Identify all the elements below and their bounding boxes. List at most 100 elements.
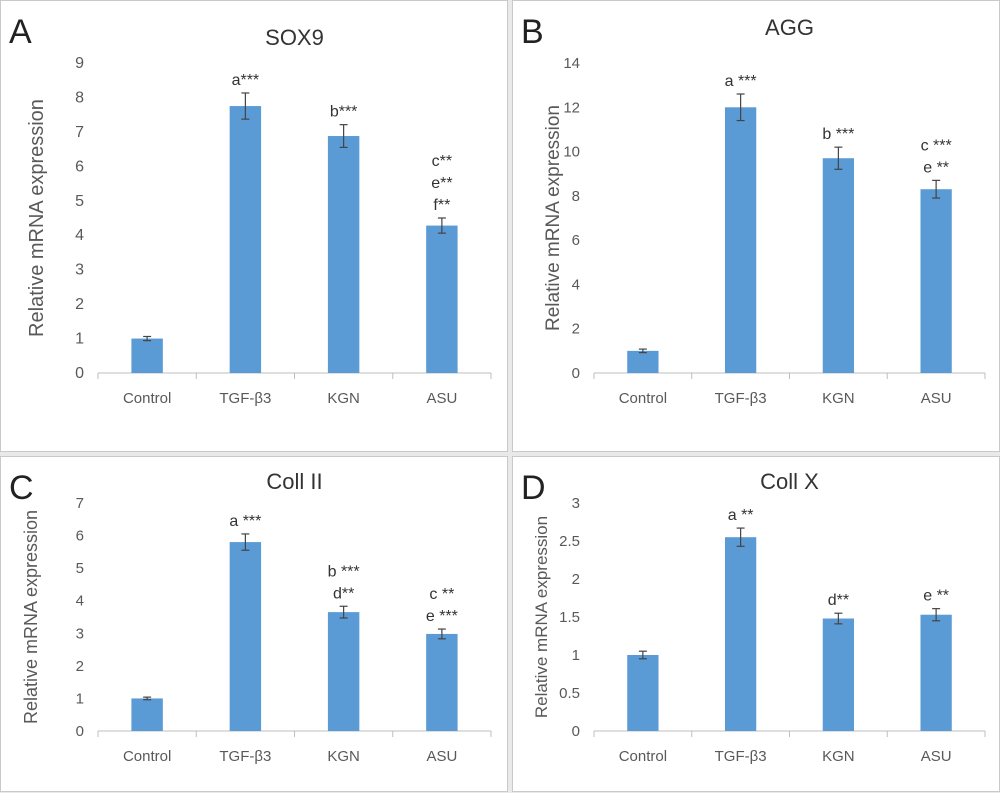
chart-coll-x: Coll X Relative mRNA expression 0 0.5 1 1.5 2 2…	[532, 469, 986, 765]
y-tick-label: 6	[76, 528, 84, 545]
significance-label: d**	[333, 585, 354, 602]
significance-label: a ***	[229, 513, 261, 530]
significance-label: d**	[828, 592, 849, 609]
bar	[327, 136, 360, 373]
chart-title: Coll II	[266, 469, 322, 494]
x-tick-label: TGF-β3	[219, 748, 271, 765]
x-tick-label: KGN	[822, 390, 855, 407]
x-tick-label: KGN	[327, 748, 360, 765]
y-tick-label: 5	[75, 193, 84, 210]
x-tick-label: Control	[619, 748, 667, 765]
significance-label: e **	[923, 588, 949, 605]
significance-label: c**	[432, 153, 452, 170]
x-tick-label: KGN	[822, 748, 855, 765]
y-tick-label: 0	[75, 365, 84, 382]
bar	[627, 655, 659, 731]
y-tick-label: 0	[572, 365, 580, 382]
significance-label: b ***	[822, 126, 854, 143]
y-tick-label: 4	[76, 593, 84, 610]
bar	[229, 106, 262, 374]
bar	[920, 189, 952, 373]
significance-label: c ***	[921, 137, 952, 154]
y-tick-label: 2	[76, 658, 84, 675]
panel-letter: D	[521, 469, 546, 507]
bar	[327, 612, 360, 731]
chart-title: Coll X	[760, 469, 819, 494]
chart-title: SOX9	[265, 25, 324, 50]
bar	[822, 158, 855, 373]
y-tick-label: 1.5	[559, 609, 580, 626]
chart-title: AGG	[765, 15, 814, 40]
y-axis-label: Relative mRNA expression	[26, 99, 48, 337]
bar	[724, 537, 757, 731]
bar	[131, 698, 163, 731]
y-tick-label: 4	[572, 276, 580, 293]
y-tick-label: 1	[75, 331, 84, 348]
bar	[131, 338, 163, 373]
y-axis-label: Relative mRNA expression	[543, 105, 564, 331]
y-tick-label: 9	[75, 55, 84, 72]
y-tick-label: 0	[572, 723, 580, 740]
y-tick-label: 0	[76, 723, 84, 740]
significance-label: b ***	[328, 563, 360, 580]
y-tick-label: 2	[572, 321, 580, 338]
y-tick-label: 8	[75, 89, 84, 106]
significance-label: a***	[232, 72, 260, 89]
significance-label: e **	[923, 159, 949, 176]
significance-label: f**	[433, 197, 450, 214]
y-tick-label: 1	[572, 647, 580, 664]
y-tick-label: 3	[75, 262, 84, 279]
y-tick-label: 7	[76, 495, 84, 512]
bar	[426, 633, 458, 731]
y-axis-label: Relative mRNA expression	[532, 516, 551, 718]
y-tick-label: 5	[76, 560, 84, 577]
x-tick-label: Control	[123, 748, 171, 765]
x-tick-label: Control	[123, 390, 171, 407]
y-tick-label: 10	[563, 144, 580, 161]
y-tick-label: 3	[572, 495, 580, 512]
x-tick-label: TGF-β3	[715, 748, 767, 765]
x-tick-label: ASU	[426, 748, 457, 765]
y-axis-label: Relative mRNA expression	[21, 510, 41, 724]
bar	[627, 350, 659, 373]
chart-coll-ii: Coll II Relative mRNA expression 0 1 2 3 4 5 6 7 C…	[21, 469, 492, 765]
y-tick-label: 7	[75, 124, 84, 141]
y-tick-label: 6	[572, 232, 580, 249]
y-tick-label: 2	[572, 571, 580, 588]
x-tick-label: TGF-β3	[715, 390, 767, 407]
y-tick-label: 12	[563, 99, 580, 116]
bar	[724, 107, 757, 374]
significance-label: a ***	[725, 73, 757, 90]
y-tick-label: 6	[75, 158, 84, 175]
panel-d: D Coll X Relative mRNA expression 0 0.5 1 1.5…	[512, 456, 1000, 792]
significance-label: a **	[728, 507, 754, 524]
bar	[920, 614, 952, 731]
y-tick-label: 3	[76, 625, 84, 642]
y-tick-label: 2	[75, 296, 84, 313]
bar	[822, 618, 855, 731]
x-tick-label: ASU	[921, 748, 952, 765]
chart-agg: AGG Relative mRNA expression 0 2 4 6 8 10 12 14 Co…	[543, 15, 986, 407]
y-tick-label: 2.5	[559, 533, 580, 550]
y-tick-label: 14	[563, 55, 580, 72]
y-tick-label: 1	[76, 690, 84, 707]
x-tick-label: TGF-β3	[219, 390, 271, 407]
significance-label: b***	[330, 104, 358, 121]
significance-label: c **	[429, 586, 454, 603]
x-tick-label: ASU	[426, 390, 457, 407]
panel-a: A SOX9 Relative mRNA expression 0 1 2 3 4 5 6 7 8 9…	[0, 0, 508, 452]
x-tick-label: Control	[619, 390, 667, 407]
panel-b: B AGG Relative mRNA expression 0 2 4 6 8 10 12 14…	[512, 0, 1000, 452]
y-tick-label: 4	[75, 227, 84, 244]
bar	[426, 225, 458, 373]
y-tick-label: 0.5	[559, 685, 580, 702]
x-tick-label: KGN	[327, 390, 360, 407]
x-tick-label: ASU	[921, 390, 952, 407]
bar	[229, 542, 262, 731]
significance-label: e**	[431, 175, 452, 192]
panel-letter: C	[9, 469, 34, 507]
y-tick-label: 8	[572, 188, 580, 205]
panel-c: C Coll II Relative mRNA expression 0 1 2 3 4 5 6…	[0, 456, 508, 792]
panel-letter: B	[521, 13, 544, 51]
